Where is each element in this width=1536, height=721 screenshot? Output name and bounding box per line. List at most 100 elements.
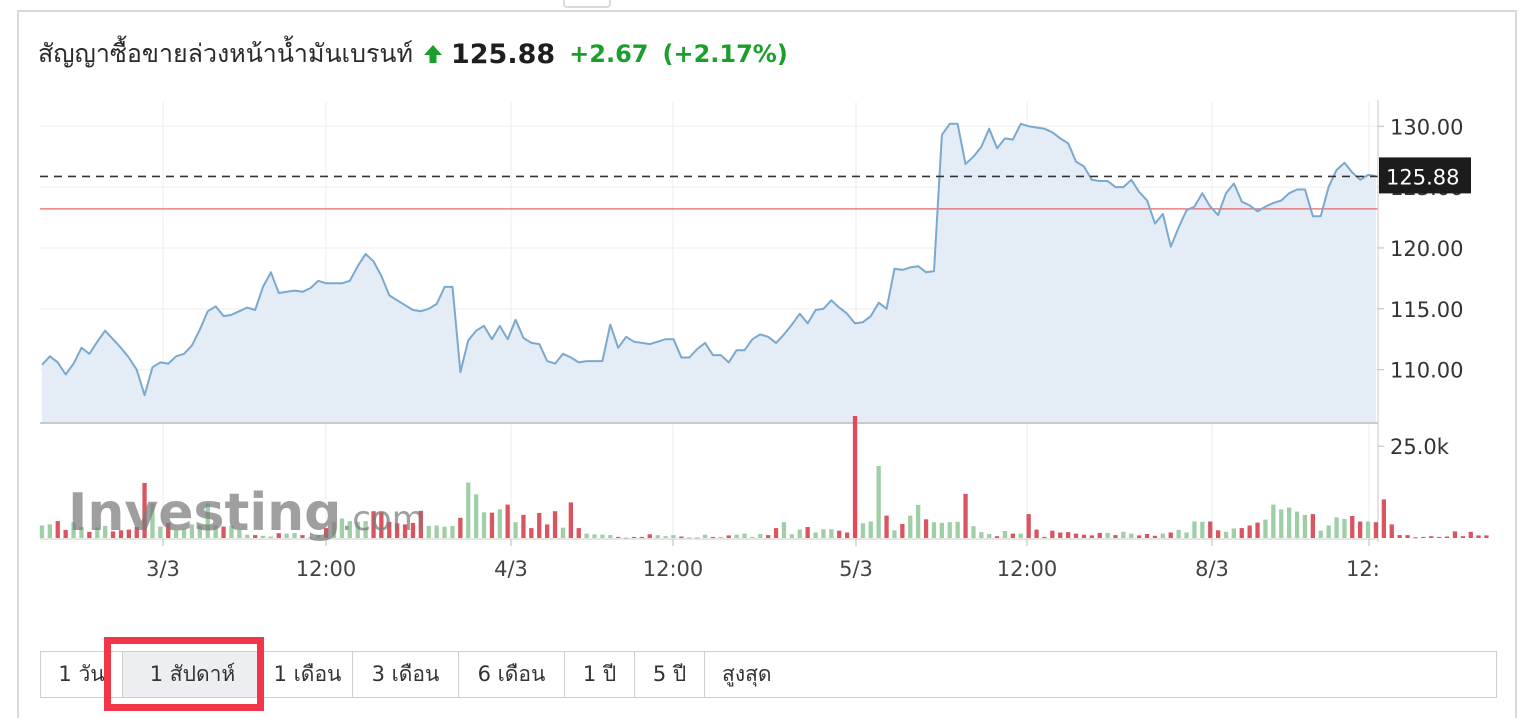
volume-bar: [474, 494, 479, 538]
volume-bar: [1310, 514, 1315, 538]
volume-bar: [387, 521, 392, 538]
instrument-title: สัญญาซื้อขายล่วงหน้าน้ำมันเบรนท์: [38, 39, 413, 68]
volume-bar: [900, 524, 905, 538]
volume-bar: [1042, 536, 1047, 538]
volume-bar: [1381, 499, 1386, 538]
volume-bar: [87, 531, 92, 538]
range-button[interactable]: 1 ปี: [565, 652, 635, 697]
volume-bar: [860, 523, 866, 538]
volume-bar: [39, 525, 45, 538]
volume-bar: [1002, 531, 1008, 538]
volume-bar: [852, 416, 858, 538]
volume-bar: [537, 513, 542, 538]
range-button[interactable]: 3 เดือน: [353, 652, 459, 697]
volume-bar: [110, 531, 116, 538]
volume-bar: [687, 537, 692, 539]
volume-bar: [884, 515, 889, 538]
volume-bar: [616, 536, 621, 538]
volume-bar: [1437, 536, 1442, 538]
volume-bar: [829, 529, 834, 538]
volume-bar: [1192, 521, 1197, 538]
volume-bar: [947, 522, 952, 538]
x-tick-label: 12:00: [296, 557, 357, 581]
volume-bar: [1089, 535, 1094, 538]
volume-bar: [339, 518, 345, 538]
range-button[interactable]: 6 เดือน: [459, 652, 565, 697]
volume-bar: [1160, 533, 1165, 538]
volume-bar: [197, 525, 202, 538]
volume-bar: [205, 503, 210, 538]
watermark-main: Investing: [68, 483, 341, 543]
volume-bar: [521, 514, 526, 538]
y-tick-label: 115.00: [1390, 298, 1463, 322]
volume-bar: [245, 534, 250, 538]
volume-bar: [623, 537, 629, 539]
volume-bar: [529, 528, 534, 538]
volume-bar: [1184, 532, 1189, 538]
range-button[interactable]: 1 เดือน: [263, 652, 353, 697]
volume-bar: [1247, 525, 1252, 538]
volume-bar: [702, 534, 708, 538]
volume-bar: [766, 535, 771, 538]
volume-bar: [379, 512, 384, 538]
last-price-tag: 125.88: [1379, 157, 1471, 194]
x-tick-label: 3/3: [146, 557, 180, 581]
volume-bar: [1223, 531, 1229, 538]
volume-bar: [1034, 529, 1039, 538]
volume-bar: [347, 521, 352, 538]
last-price-tag-bg: [1379, 157, 1471, 194]
volume-bar: [1287, 507, 1292, 538]
range-button[interactable]: 5 ปี: [635, 652, 705, 697]
volume-bar: [1444, 536, 1450, 538]
volume-bar: [1208, 521, 1213, 538]
volume-bar: [1421, 536, 1426, 538]
volume-bar: [1389, 524, 1394, 538]
volume-bar: [497, 509, 502, 538]
volume-bar: [481, 512, 487, 538]
panel-top-tab[interactable]: [563, 0, 611, 8]
range-button[interactable]: 1 สัปดาห์: [123, 652, 263, 697]
volume-bar: [442, 526, 447, 538]
volume-bar: [939, 522, 944, 538]
volume-bar: [679, 536, 684, 538]
volume-bar: [174, 530, 179, 538]
volume-bar: [813, 532, 818, 538]
volume-bar: [1452, 531, 1458, 538]
volume-bar: [95, 527, 100, 538]
volume-bar: [1365, 521, 1371, 538]
volume-bar: [639, 536, 644, 538]
y-tick-label: 130.00: [1390, 115, 1463, 139]
volume-bar: [79, 527, 84, 538]
volume-bar: [253, 535, 258, 538]
volume-bar: [1350, 516, 1355, 538]
volume-bar: [1050, 530, 1055, 538]
volume-bar: [797, 529, 802, 538]
volume-bar: [1026, 514, 1031, 538]
volume-bar: [331, 522, 337, 538]
price-change-percent: (+2.17%): [662, 40, 788, 68]
range-button[interactable]: สูงสุด: [705, 652, 789, 697]
y-tick-label: 110.00: [1390, 359, 1463, 383]
volume-bar: [363, 521, 368, 538]
volume-bar: [276, 533, 281, 538]
volume-bar: [1429, 536, 1434, 538]
volume-bar: [1334, 517, 1339, 538]
volume-bar: [308, 536, 313, 538]
price-chart[interactable]: 130.00125.00120.00115.00110.00125.8825.0…: [0, 0, 1536, 640]
volume-bar: [1216, 530, 1221, 538]
volume-bar: [158, 526, 163, 538]
volume-bar: [600, 534, 605, 538]
volume-bar: [1152, 535, 1158, 538]
volume-bar: [284, 533, 289, 538]
instrument-header: สัญญาซื้อขายล่วงหน้าน้ำมันเบรนท์ 125.88 …: [38, 34, 788, 74]
volume-bar: [1302, 514, 1308, 538]
x-tick-label: 12:: [1346, 557, 1380, 581]
x-tick-label: 5/3: [839, 557, 873, 581]
volume-bar: [631, 536, 637, 538]
range-button[interactable]: 1 วัน: [41, 652, 123, 697]
volume-bar: [1231, 528, 1236, 538]
volume-bar: [505, 504, 510, 538]
volume-bar: [710, 536, 716, 538]
volume-bar: [1105, 532, 1110, 538]
volume-bar: [1121, 531, 1126, 538]
